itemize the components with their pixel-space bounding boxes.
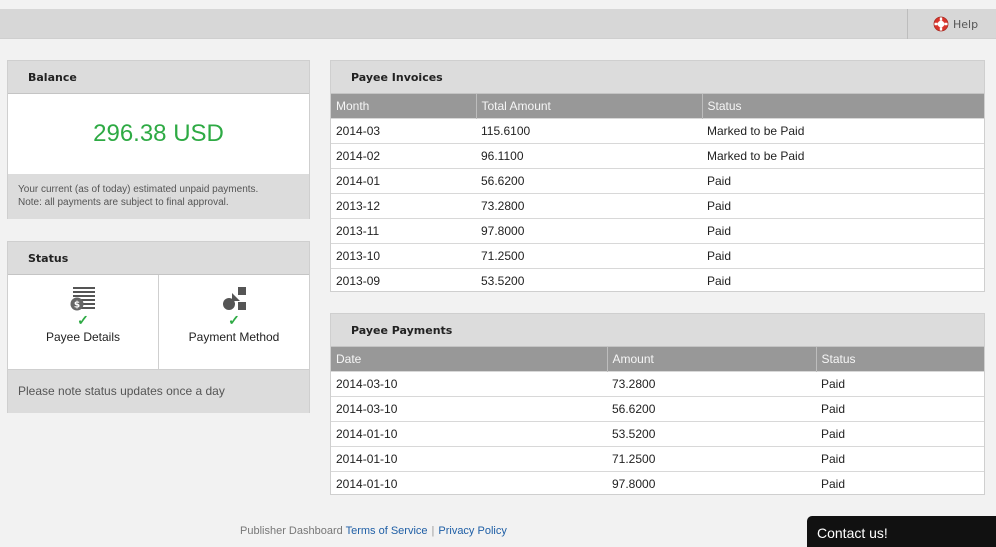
column-header-total-amount[interactable]: Total Amount	[476, 94, 703, 118]
table-cell: 56.6200	[476, 167, 702, 193]
payee-invoices-panel: Payee Invoices Month Total Amount Status…	[330, 60, 985, 293]
lifebuoy-icon	[933, 16, 949, 32]
table-row: 2014-02 96.1100 Marked to be Paid	[331, 142, 984, 168]
status-payee-details[interactable]: $ ✓ Payee Details	[8, 275, 158, 369]
table-header-row: Date Amount Status	[331, 347, 984, 371]
check-icon: ✓	[77, 312, 89, 328]
column-header-status[interactable]: Status	[816, 347, 984, 371]
column-header-status[interactable]: Status	[702, 94, 984, 118]
table-cell: 96.1100	[476, 142, 702, 168]
table-cell: 71.2500	[476, 242, 702, 268]
balance-note: Your current (as of today) estimated unp…	[8, 174, 309, 219]
footer-text: Publisher Dashboard	[240, 525, 343, 537]
table-cell: 2013-10	[331, 242, 476, 268]
table-cell: 2014-01	[331, 167, 476, 193]
table-cell: 2014-03-10	[331, 395, 607, 421]
table-row: 2014-03 115.6100 Marked to be Paid	[331, 117, 984, 143]
table-row: 2014-01 56.6200 Paid	[331, 167, 984, 193]
balance-panel: Balance 296.38 USD Your current (as of t…	[7, 60, 310, 219]
column-header-amount[interactable]: Amount	[607, 347, 817, 371]
check-icon: ✓	[228, 312, 240, 328]
table-row: 2014-01-10 53.5200 Paid	[331, 420, 984, 446]
contact-us-button[interactable]: Contact us!	[807, 516, 996, 547]
status-label-payment-method: Payment Method	[188, 330, 280, 344]
balance-note-line1: Your current (as of today) estimated unp…	[18, 184, 259, 195]
shapes-icon	[223, 287, 246, 310]
table-cell: 2014-01-10	[331, 470, 607, 496]
terms-of-service-link[interactable]: Terms of Service	[345, 525, 428, 537]
table-cell: 56.6200	[607, 395, 816, 421]
page-footer: Publisher Dashboard Terms of Service | Pri…	[240, 525, 507, 537]
help-label: Help	[953, 17, 979, 31]
privacy-policy-link[interactable]: Privacy Policy	[438, 525, 507, 537]
table-cell: Marked to be Paid	[702, 117, 984, 143]
svg-text:$: $	[74, 301, 80, 311]
table-cell: 73.2800	[607, 370, 816, 396]
table-row: 2014-01-10 71.2500 Paid	[331, 445, 984, 471]
invoices-title: Payee Invoices	[331, 61, 984, 94]
dollar-document-icon: $	[70, 287, 95, 311]
table-cell: Paid	[816, 420, 984, 446]
status-label-payee-details: Payee Details	[45, 330, 121, 344]
column-header-month[interactable]: Month	[331, 94, 477, 118]
table-cell: 2013-09	[331, 267, 476, 293]
table-cell: 53.5200	[476, 267, 702, 293]
status-payment-method[interactable]: ✓ Payment Method	[158, 275, 309, 369]
invoices-table: Month Total Amount Status 2014-03 115.610…	[331, 94, 984, 293]
table-cell: Paid	[702, 242, 984, 268]
table-row: 2013-12 73.2800 Paid	[331, 192, 984, 218]
table-row: 2014-01-10 97.8000 Paid	[331, 470, 984, 496]
table-cell: 2013-12	[331, 192, 476, 218]
table-cell: 53.5200	[607, 420, 816, 446]
status-panel: Status $ ✓ Payee Details ✓	[7, 241, 310, 413]
table-cell: 2014-03-10	[331, 370, 607, 396]
table-cell: 2014-03	[331, 117, 476, 143]
table-cell: 73.2800	[476, 192, 702, 218]
table-cell: 2013-11	[331, 217, 476, 243]
table-row: 2014-03-10 56.6200 Paid	[331, 395, 984, 421]
table-cell: 71.2500	[607, 445, 816, 471]
help-button[interactable]: Help	[907, 9, 996, 39]
balance-amount: 296.38 USD	[93, 120, 224, 147]
table-row: 2013-10 71.2500 Paid	[331, 242, 984, 268]
table-cell: 115.6100	[476, 117, 702, 143]
table-cell: Paid	[702, 217, 984, 243]
table-cell: Paid	[816, 370, 984, 396]
status-cells: $ ✓ Payee Details ✓ Payment Method	[8, 275, 309, 370]
top-bar: Help	[0, 9, 996, 39]
balance-note-line2: Note: all payments are subject to final …	[18, 197, 229, 208]
payments-title: Payee Payments	[331, 314, 984, 347]
table-cell: Paid	[702, 192, 984, 218]
table-cell: Paid	[816, 445, 984, 471]
payments-table: Date Amount Status 2014-03-10 73.2800 Paid…	[331, 347, 984, 496]
table-row: 2014-03-10 73.2800 Paid	[331, 370, 984, 396]
table-cell: 2014-01-10	[331, 420, 607, 446]
table-cell: Marked to be Paid	[702, 142, 984, 168]
table-cell: Paid	[702, 167, 984, 193]
table-row: 2013-11 97.8000 Paid	[331, 217, 984, 243]
table-cell: Paid	[816, 470, 984, 496]
table-cell: 2014-02	[331, 142, 476, 168]
status-footer-note: Please note status updates once a day	[8, 370, 309, 413]
payee-payments-panel: Payee Payments Date Amount Status 2014-0…	[330, 313, 985, 496]
table-row: 2013-09 53.5200 Paid	[331, 267, 984, 293]
status-title: Status	[8, 242, 309, 275]
balance-title: Balance	[8, 61, 309, 94]
table-cell: 97.8000	[476, 217, 702, 243]
table-header-row: Month Total Amount Status	[331, 94, 984, 118]
column-header-date[interactable]: Date	[331, 347, 608, 371]
table-cell: Paid	[816, 395, 984, 421]
footer-separator: |	[431, 525, 435, 537]
table-cell: 2014-01-10	[331, 445, 607, 471]
table-cell: 97.8000	[607, 470, 816, 496]
table-cell: Paid	[702, 267, 984, 293]
